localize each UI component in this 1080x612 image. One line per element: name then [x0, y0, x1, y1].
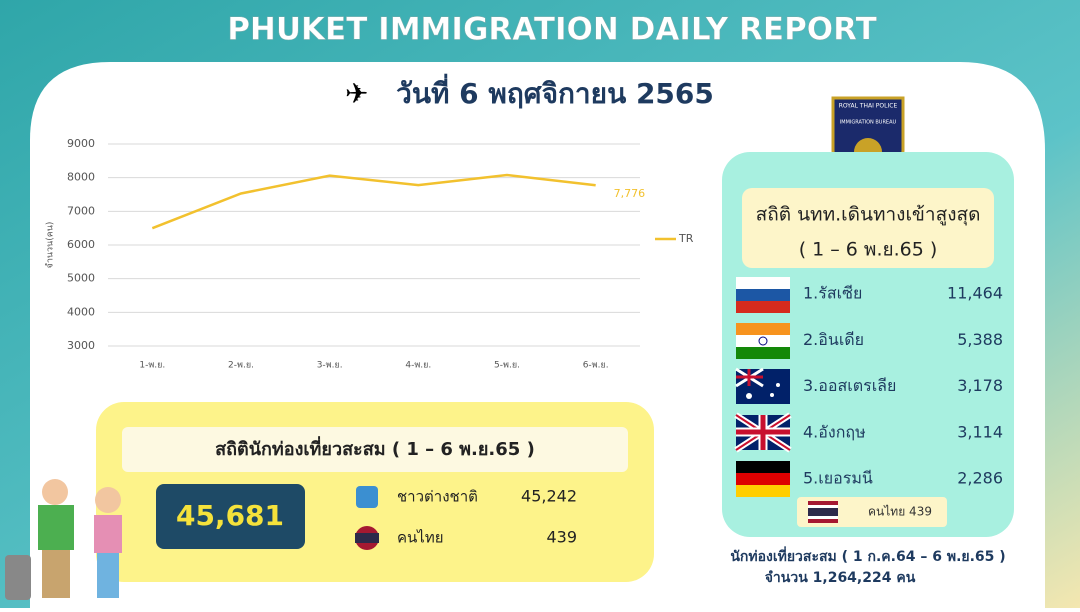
- tourists-illustration: [5, 479, 122, 600]
- country-name: 5.เยอรมนี: [803, 469, 873, 488]
- footer-line: นักท่องเที่ยวสะสม ( 1 ก.ค.64 – 6 พ.ย.65 …: [730, 546, 1005, 565]
- total: 45,681: [176, 499, 284, 532]
- footer-line: จำนวน 1,264,224 คน: [765, 570, 916, 586]
- y-tick-label: 5000: [67, 272, 95, 285]
- x-tick-label: 5-พ.ย.: [494, 361, 520, 371]
- country-value: 3,178: [957, 376, 1003, 395]
- x-tick-label: 1-พ.ย.: [139, 361, 165, 371]
- x-tick-label: 3-พ.ย.: [317, 361, 343, 371]
- cumulative-title: สถิตินักท่องเที่ยวสะสม ( 1 – 6 พ.ย.65 ): [215, 436, 535, 460]
- y-tick-label: 6000: [67, 238, 95, 251]
- foreign-label: ชาวต่างชาติ: [397, 488, 478, 506]
- badge-text: IMMIGRATION BUREAU: [840, 120, 897, 126]
- country-value: 11,464: [947, 284, 1003, 303]
- flag-thai: [355, 526, 379, 550]
- plane: ✈: [345, 77, 368, 110]
- title: PHUKET IMMIGRATION DAILY REPORT: [227, 12, 877, 48]
- y-tick-label: 3000: [67, 339, 95, 352]
- country-value: 2,286: [957, 469, 1003, 488]
- flag-uk: [734, 412, 792, 453]
- y-tick-label: 8000: [67, 171, 95, 184]
- y-axis-label: จำนวน(คน): [45, 222, 56, 269]
- top-panel-title: สถิติ นทท.เดินทางเข้าสูงสุด: [756, 204, 981, 227]
- value-label: 7,776: [614, 187, 646, 200]
- flag-germany: [736, 461, 790, 497]
- y-tick-label: 4000: [67, 305, 95, 318]
- y-tick-label: 7000: [67, 204, 95, 217]
- thai-label: คนไทย: [397, 529, 444, 547]
- country-value: 5,388: [957, 330, 1003, 349]
- foreign-icon: [356, 486, 378, 508]
- country-value: 3,114: [957, 422, 1003, 441]
- country-name: 4.อังกฤษ: [803, 422, 866, 441]
- flag-thai: [808, 501, 838, 523]
- date: วันที่ 6 พฤศจิกายน 2565: [396, 73, 714, 110]
- cumulative-header: [122, 427, 628, 472]
- country-name: 2.อินเดีย: [803, 330, 864, 349]
- flag-australia: [735, 367, 790, 404]
- legend-label: TR: [678, 232, 694, 245]
- thai-count: คนไทย 439: [868, 505, 932, 519]
- x-tick-label: 2-พ.ย.: [228, 361, 254, 371]
- total-box: [156, 484, 305, 549]
- thai-value: 439: [546, 528, 577, 547]
- top-panel-header: [742, 188, 994, 268]
- y-tick-label: 9000: [67, 137, 95, 150]
- x-tick-label: 6-พ.ย.: [583, 361, 609, 371]
- top-panel-period: ( 1 – 6 พ.ย.65 ): [799, 239, 938, 261]
- data-line: [151, 173, 596, 230]
- flag-india: [736, 323, 790, 359]
- foreign-value: 45,242: [521, 487, 577, 506]
- x-tick-label: 4-พ.ย.: [405, 361, 431, 371]
- flag-russia: [736, 277, 790, 313]
- country-name: 1.รัสเซีย: [803, 284, 862, 303]
- badge-text: ROYAL THAI POLICE: [839, 103, 898, 110]
- country-name: 3.ออสเตรเลีย: [803, 376, 896, 395]
